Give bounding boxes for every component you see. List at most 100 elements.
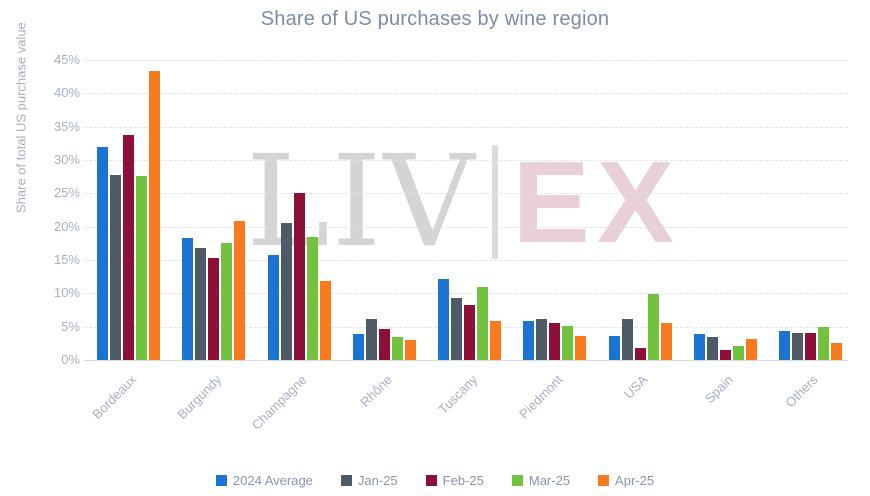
- x-axis-label: Bordeaux: [89, 372, 140, 422]
- bar: [693, 334, 705, 360]
- y-tick-label: 30%: [53, 152, 80, 167]
- bar: [831, 342, 842, 360]
- bar: [451, 298, 462, 360]
- legend-swatch: [340, 475, 352, 486]
- legend-label: Mar-25: [528, 473, 571, 488]
- bar: [490, 321, 501, 360]
- legend-item: Mar-25: [511, 473, 571, 488]
- bar: [792, 332, 803, 360]
- y-tick-label: 25%: [53, 185, 80, 201]
- gridline: [84, 360, 848, 361]
- bar: [267, 254, 279, 360]
- bar-group-spain: Spain: [693, 60, 757, 406]
- legend-swatch: [425, 475, 437, 486]
- x-axis-label: Tuscany: [435, 372, 481, 418]
- legend-label: Apr-25: [615, 473, 655, 488]
- bar: [719, 350, 731, 360]
- legend-swatch: [598, 475, 610, 486]
- bar-group-champagne: Champagne: [249, 60, 331, 433]
- gridline: [84, 293, 848, 295]
- gridline: [84, 226, 848, 228]
- bar: [319, 280, 331, 360]
- watermark-ex-text: EX: [512, 137, 682, 267]
- x-axis-label: Others: [782, 372, 822, 411]
- bar: [208, 258, 220, 360]
- bar-group-usa: USA: [608, 60, 672, 402]
- legend-label: 2024 Average: [232, 473, 313, 488]
- bar: [149, 71, 160, 360]
- legend-swatch: [215, 475, 227, 486]
- bar: [745, 339, 757, 360]
- gridline: [84, 60, 848, 61]
- x-axis-label: USA: [621, 372, 651, 402]
- bar: [523, 320, 535, 360]
- bar: [732, 346, 744, 360]
- x-axis-label: Rhône: [357, 372, 395, 410]
- legend-swatch: [511, 475, 523, 486]
- bar-group-rh-ne: Rhône: [352, 60, 416, 410]
- bar: [352, 334, 364, 360]
- bar: [706, 337, 718, 360]
- bar: [195, 248, 207, 360]
- bar: [182, 238, 194, 360]
- x-axis-label: Spain: [701, 372, 736, 407]
- bar: [608, 336, 620, 360]
- legend-label: Feb-25: [442, 473, 484, 488]
- bar: [818, 326, 829, 360]
- bar: [234, 220, 246, 360]
- x-axis-label: Champagne: [248, 372, 310, 433]
- bar-groups: Bordeaux Burgundy Champagne Rhône Tuscany Pie…: [89, 60, 848, 433]
- y-tick-label: 40%: [53, 85, 80, 101]
- bar: [779, 330, 790, 360]
- bar: [97, 147, 108, 360]
- gridline: [84, 160, 848, 161]
- bar: [110, 175, 121, 360]
- gridline: [84, 193, 848, 195]
- bar: [660, 323, 672, 360]
- bar-group-bordeaux: Bordeaux: [89, 60, 160, 422]
- y-tick-label: 45%: [53, 52, 80, 67]
- y-tick-label: 15%: [53, 252, 80, 267]
- legend-item: Jan-25: [340, 473, 398, 488]
- bar: [464, 305, 475, 360]
- bar: [280, 223, 292, 360]
- legend-item: 2024 Average: [215, 473, 313, 488]
- bar: [293, 193, 305, 360]
- bar: [365, 319, 377, 360]
- legend-item: Apr-25: [598, 473, 654, 488]
- bar-group-tuscany: Tuscany: [435, 60, 501, 417]
- gridline: [84, 260, 848, 261]
- bar-group-others: Others: [779, 60, 842, 410]
- legend-label: Jan-25: [357, 473, 398, 488]
- y-tick-label: 35%: [53, 118, 80, 134]
- bar: [805, 332, 816, 360]
- bar: [549, 323, 561, 360]
- bar-group-piedmont: Piedmont: [516, 60, 587, 421]
- chart-title: Share of US purchases by wine region: [260, 8, 610, 30]
- bar: [536, 319, 548, 360]
- y-tick-label: 10%: [53, 285, 80, 301]
- gridline: [84, 93, 848, 95]
- bar: [378, 328, 390, 360]
- y-axis-ticks: 45% 40% 35% 30% 25% 20% 15% 10% 5% 0%: [0, 52, 80, 367]
- bar: [221, 243, 233, 360]
- x-axis-label: Piedmont: [515, 372, 566, 422]
- bar: [575, 336, 587, 360]
- bar: [136, 176, 147, 360]
- bar: [634, 348, 646, 360]
- plot-area: Bordeaux Burgundy Champagne Rhône Tuscany Pie…: [84, 60, 848, 433]
- x-axis-label: Burgundy: [174, 372, 225, 422]
- bar: [404, 340, 416, 360]
- watermark-divider: [492, 145, 499, 259]
- gridline: [84, 126, 848, 128]
- y-tick-label: 20%: [53, 218, 80, 234]
- bar: [621, 318, 633, 360]
- chart-legend: 2024 Average Jan-25 Feb-25 Mar-25 Apr-25: [0, 473, 870, 488]
- y-tick-label: 5%: [61, 318, 80, 334]
- legend-item: Feb-25: [425, 473, 484, 488]
- bar: [562, 326, 574, 360]
- bar: [123, 134, 134, 360]
- bar: [438, 279, 449, 360]
- bar-group-burgundy: Burgundy: [174, 60, 246, 422]
